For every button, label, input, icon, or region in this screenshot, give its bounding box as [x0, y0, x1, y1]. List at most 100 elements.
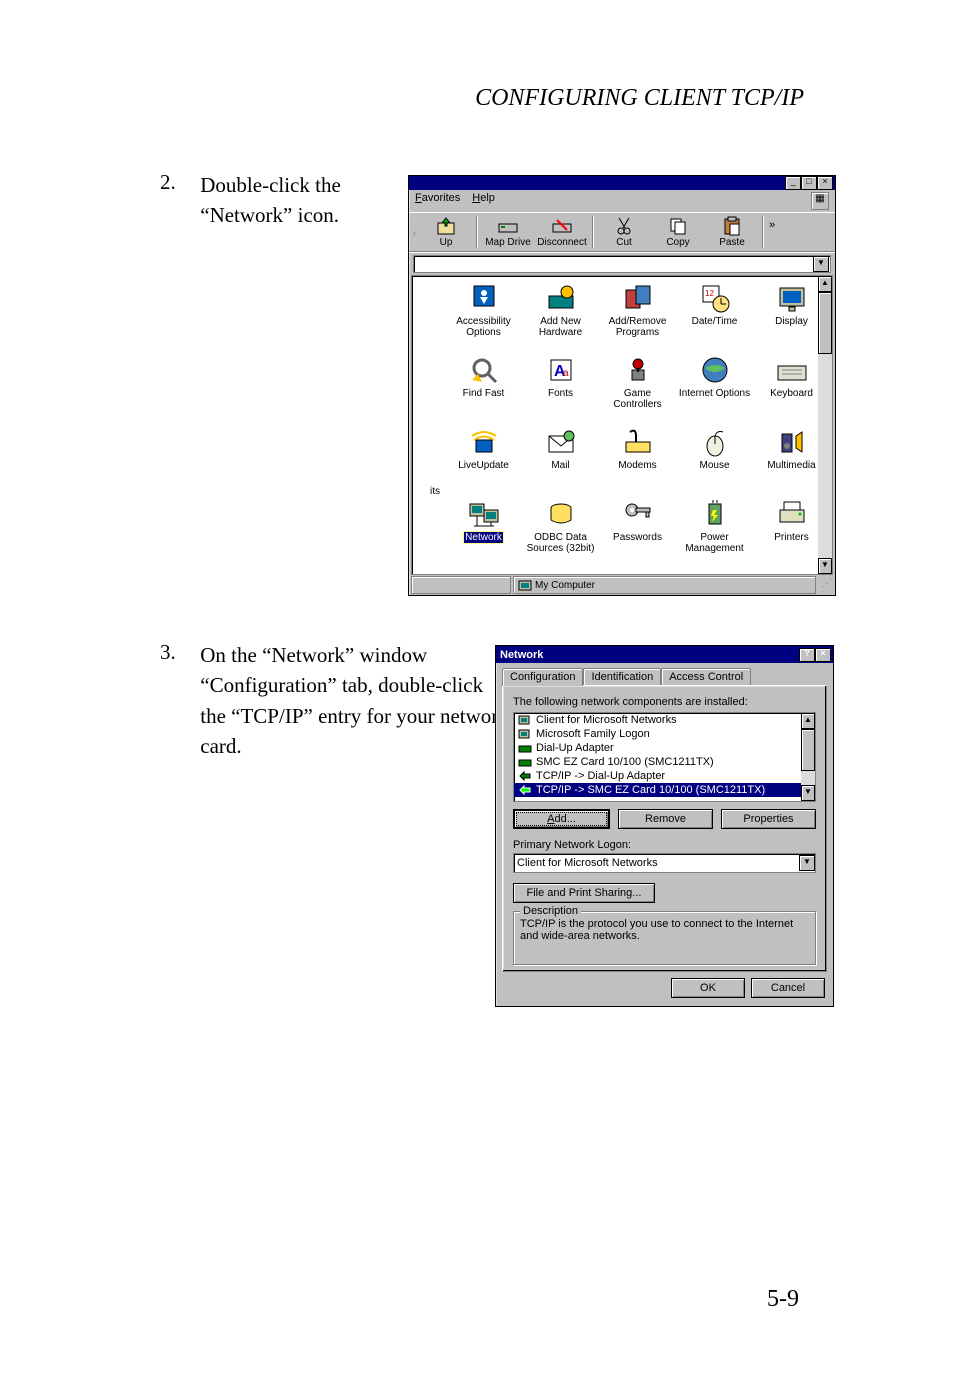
icon-addhw[interactable]: Add New Hardware	[522, 282, 599, 354]
icon-odbc[interactable]: ODBC Data Sources (32bit)	[522, 498, 599, 570]
copy-icon	[667, 216, 689, 236]
icon-odbc-label: ODBC Data Sources (32bit)	[522, 532, 599, 554]
protocol-icon	[518, 770, 532, 782]
keyboard-icon	[776, 354, 808, 386]
page-number: 5-9	[767, 1286, 799, 1313]
help-button[interactable]: ?	[799, 648, 815, 662]
dialog-buttons: OK Cancel	[496, 978, 833, 1006]
primary-logon-combo[interactable]: Client for Microsoft Networks ▼	[513, 853, 816, 873]
list-item: Microsoft Family Logon	[514, 727, 815, 741]
file-print-sharing-button[interactable]: File and Print Sharing...	[513, 883, 655, 903]
net-close-button[interactable]: ×	[815, 648, 831, 662]
scroll-thumb[interactable]	[818, 292, 832, 354]
remove-button[interactable]: Remove	[618, 809, 713, 829]
list-scrollbar[interactable]: ▲ ▼	[801, 713, 815, 801]
icon-liveupdate[interactable]: LiveUpdate	[445, 426, 522, 498]
step-3-text: On the “Network” window “Configuration” …	[200, 640, 510, 762]
toolbar-overflow[interactable]: »	[767, 216, 777, 248]
control-panel-window: _ □ × Favorites Help ▦ ‹ Up Map Drive Di…	[408, 175, 836, 596]
scroll-up-button[interactable]: ▲	[818, 276, 832, 292]
configuration-panel: The following network components are ins…	[502, 685, 827, 972]
tab-access-control[interactable]: Access Control	[661, 668, 751, 685]
list-scroll-down[interactable]: ▼	[801, 785, 815, 801]
description-group: Description TCP/IP is the protocol you u…	[513, 911, 816, 965]
toolbar-cut[interactable]: Cut	[597, 216, 651, 248]
icon-mail[interactable]: Mail	[522, 426, 599, 498]
properties-button[interactable]: Properties	[721, 809, 816, 829]
mapdrive-icon	[497, 216, 519, 236]
icon-addrm-label: Add/Remove Programs	[599, 316, 676, 338]
maximize-button[interactable]: □	[801, 176, 817, 190]
toolbar-up[interactable]: Up	[419, 216, 473, 248]
resize-grip[interactable]: ⋰	[818, 576, 833, 594]
left-pane-text: its	[412, 276, 443, 574]
icon-modems[interactable]: Modems	[599, 426, 676, 498]
close-button[interactable]: ×	[817, 176, 833, 190]
inetopt-icon	[699, 354, 731, 386]
toolbar-paste[interactable]: Paste	[705, 216, 759, 248]
toolbar: ‹ Up Map Drive Disconnect Cut Copy Paste…	[409, 212, 835, 252]
client-icon	[518, 728, 532, 740]
ok-button[interactable]: OK	[671, 978, 745, 998]
toolbar-paste-label: Paste	[705, 237, 759, 248]
icon-inetopt[interactable]: Internet Options	[676, 354, 753, 426]
cut-icon	[613, 216, 635, 236]
icon-accessibility-label: Accessibility Options	[445, 316, 522, 338]
network-title-text: Network	[500, 649, 543, 661]
svg-text:a: a	[563, 368, 569, 379]
icon-powermgmt[interactable]: Power Management	[676, 498, 753, 570]
tab-configuration[interactable]: Configuration	[502, 668, 583, 686]
list-item-selected: TCP/IP -> SMC EZ Card 10/100 (SMC1211TX)	[514, 783, 815, 797]
status-cell-1	[411, 576, 511, 594]
display-icon	[776, 282, 808, 314]
menu-help[interactable]: Help	[472, 192, 495, 210]
components-label: The following network components are ins…	[513, 696, 816, 708]
icon-findfast[interactable]: Find Fast	[445, 354, 522, 426]
addhw-icon	[545, 282, 577, 314]
icon-mouse[interactable]: Mouse	[676, 426, 753, 498]
icon-accessibility[interactable]: Accessibility Options	[445, 282, 522, 354]
address-dropdown-button[interactable]: ▼	[813, 256, 829, 272]
icon-network[interactable]: Network	[445, 498, 522, 570]
mouse-icon	[699, 426, 731, 458]
icon-passwords-label: Passwords	[599, 532, 676, 543]
toolbar-copy[interactable]: Copy	[651, 216, 705, 248]
icon-addrm[interactable]: Add/Remove Programs	[599, 282, 676, 354]
svg-text:12: 12	[705, 289, 714, 298]
disconnect-icon	[551, 216, 573, 236]
menu-favorites[interactable]: Favorites	[415, 192, 460, 210]
list-item: Dial-Up Adapter	[514, 741, 815, 755]
icon-gamectrl[interactable]: Game Controllers	[599, 354, 676, 426]
status-text: My Computer	[535, 580, 595, 591]
address-input[interactable]: ▼	[413, 255, 831, 273]
components-list[interactable]: Client for Microsoft Networks Microsoft …	[513, 712, 816, 802]
modems-icon	[622, 426, 654, 458]
list-scroll-thumb[interactable]	[801, 729, 815, 771]
printers-icon	[776, 498, 808, 530]
toolbar-mapdrive-label: Map Drive	[481, 237, 535, 248]
cp-scrollbar[interactable]: ▲ ▼	[818, 276, 832, 574]
scroll-down-button[interactable]: ▼	[818, 558, 832, 574]
fonts-icon: Aa	[545, 354, 577, 386]
page-header: CONFIGURING CLIENT TCP/IP	[475, 85, 804, 112]
toolbar-close-icon[interactable]: ▦	[811, 192, 829, 210]
add-button[interactable]: Add...	[513, 809, 610, 829]
icon-grid: Accessibility Options Add New Hardware A…	[443, 276, 832, 574]
toolbar-disconnect[interactable]: Disconnect	[535, 216, 589, 248]
toolbar-disconnect-label: Disconnect	[535, 237, 589, 248]
tab-strip: Configuration Identification Access Cont…	[502, 668, 827, 685]
minimize-button[interactable]: _	[785, 176, 801, 190]
multimedia-icon	[776, 426, 808, 458]
list-scroll-up[interactable]: ▲	[801, 713, 815, 729]
toolbar-mapdrive[interactable]: Map Drive	[481, 216, 535, 248]
icon-fonts[interactable]: AaFonts	[522, 354, 599, 426]
menubar: Favorites Help ▦	[409, 190, 835, 212]
cancel-button[interactable]: Cancel	[751, 978, 825, 998]
icon-datetime[interactable]: 12Date/Time	[676, 282, 753, 354]
icon-passwords[interactable]: Passwords	[599, 498, 676, 570]
control-panel-body: its Accessibility Options Add New Hardwa…	[411, 275, 833, 575]
combo-dropdown-button[interactable]: ▼	[799, 855, 815, 871]
passwords-icon	[622, 498, 654, 530]
tab-identification[interactable]: Identification	[583, 668, 661, 685]
list-item: SMC EZ Card 10/100 (SMC1211TX)	[514, 755, 815, 769]
